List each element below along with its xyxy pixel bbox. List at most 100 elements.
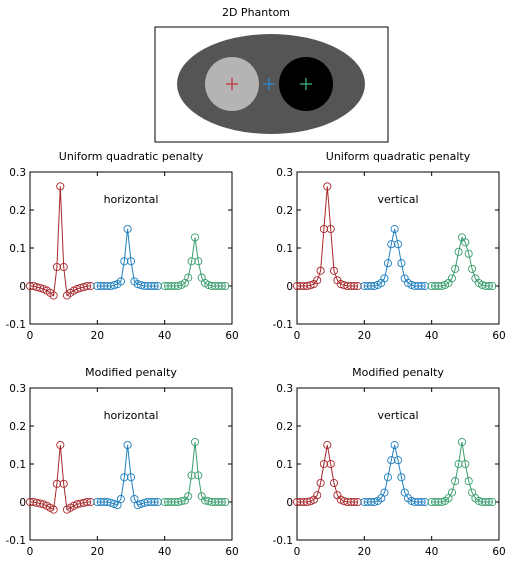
data-point [49,505,58,514]
y-tick-label: 0 [19,497,26,509]
data-point [167,497,176,507]
data-point [417,281,426,291]
data-point [461,459,470,469]
series-green [427,233,497,291]
data-point [380,488,389,497]
data-point [414,497,423,507]
data-point [194,471,203,480]
data-point [113,500,122,510]
series-green [160,233,230,291]
data-point [451,477,460,486]
data-point [174,281,183,291]
data-point [464,477,473,486]
x-tick-label: 40 [158,330,171,342]
data-point [56,182,65,191]
series-line-red [297,444,358,503]
y-tick-label: 0.2 [9,421,26,433]
y-tick-label: -0.1 [273,319,294,331]
data-point [370,281,379,291]
series-line-green [164,441,226,503]
data-point [464,249,473,258]
data-point [160,281,169,291]
data-point [383,259,392,268]
y-tick-label: 0.3 [276,383,293,395]
green-cross-marker-icon [300,78,312,90]
y-tick-label: 0.3 [9,383,26,395]
data-point [316,478,325,488]
data-point [296,281,305,291]
data-point [86,497,95,507]
data-point [488,281,497,291]
data-point [343,497,352,507]
data-point [390,224,399,234]
data-point [123,224,132,234]
y-tick-label: 0.1 [9,459,26,471]
data-point [221,281,230,291]
y-tick-label: 0.2 [9,205,26,217]
x-tick-label: 60 [225,330,238,342]
data-point [83,497,92,507]
data-point [323,440,332,450]
data-point [447,274,456,283]
series-red [292,440,362,507]
series-line-blue [97,228,158,287]
y-tick-label: 0.3 [276,167,293,179]
data-point [184,273,193,282]
data-point [190,437,200,447]
data-point [211,497,220,507]
data-point [116,494,125,504]
x-tick-label: 0 [294,546,301,558]
data-point [316,266,325,275]
data-point [393,456,403,465]
y-tick-label: 0.3 [9,167,26,179]
data-point [451,264,460,273]
plot-title: Uniform quadratic penalty [326,150,471,163]
data-point [387,456,396,465]
phantom-panel: 2D Phantom [154,6,389,143]
y-tick-label: -0.1 [6,535,27,547]
data-point [387,240,396,249]
data-point [187,471,196,480]
phantom-title: 2D Phantom [222,6,290,19]
y-tick-label: -0.1 [273,535,294,547]
series-line-green [431,441,493,503]
data-point [454,247,463,256]
data-point [96,497,105,507]
series-green [160,437,230,507]
y-tick-label: 0 [286,497,293,509]
data-point [147,281,156,291]
data-point [126,257,136,266]
data-point [397,473,406,482]
x-tick-label: 40 [425,330,438,342]
series-red [25,182,95,300]
series-green [427,437,497,507]
data-point [123,440,132,450]
y-tick-label: 0.2 [276,205,293,217]
data-point [370,497,379,507]
plot-2: Uniform quadratic penaltyvertical-0.100.… [273,150,506,342]
x-tick-label: 0 [294,330,301,342]
data-point [296,497,305,507]
data-point [363,281,372,291]
y-tick-label: 0.1 [9,243,26,255]
data-point [147,497,156,507]
plot-3: Modified penaltyhorizontal-0.100.10.20.3… [6,366,239,558]
data-point [126,473,136,482]
data-point [417,497,426,507]
data-point [363,497,372,507]
x-tick-label: 40 [425,546,438,558]
x-tick-label: 20 [91,546,104,558]
data-point [478,497,487,507]
data-point [437,497,446,507]
data-point [350,281,359,291]
data-point [468,264,477,273]
data-point [167,281,176,291]
data-point [217,497,226,507]
data-point [353,497,362,507]
data-point [130,494,139,504]
plot-annotation: horizontal [104,409,159,422]
data-point [457,437,467,447]
series-blue [360,440,429,507]
